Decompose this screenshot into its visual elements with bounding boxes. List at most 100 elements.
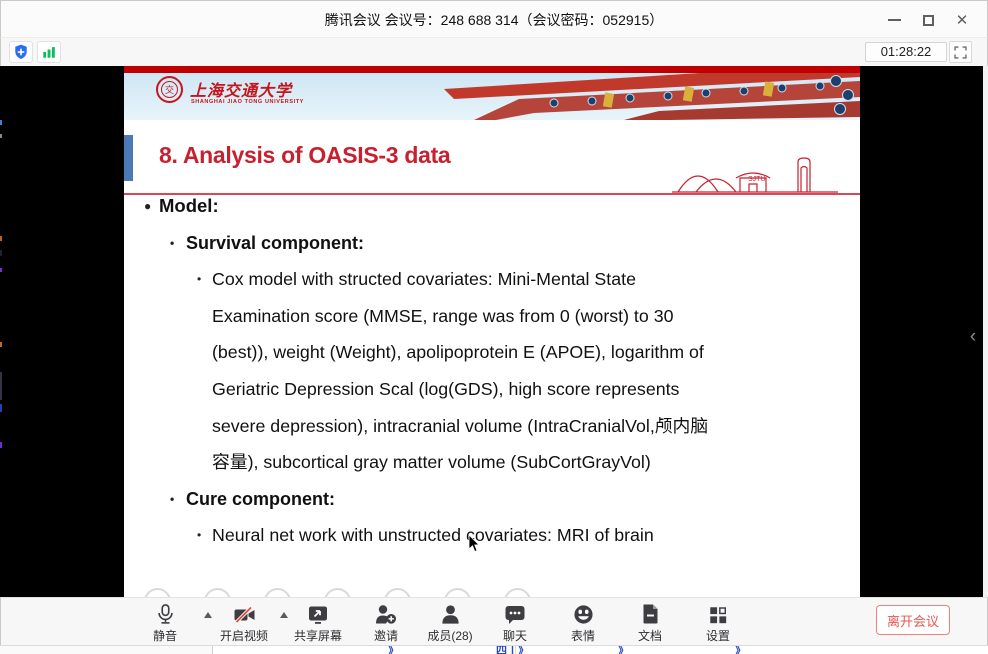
bullet-line: • Survival component: bbox=[124, 225, 860, 262]
background-window-fragment bbox=[0, 236, 2, 241]
toolbar-label: 共享屏幕 bbox=[293, 629, 342, 643]
presenter-button[interactable] bbox=[264, 588, 291, 597]
bullet-line: •Geriatric Depression Scal (log(GDS), hi… bbox=[212, 378, 680, 399]
chevron-left-icon: ‹ bbox=[969, 326, 977, 347]
bullet-line: • Cure component: bbox=[124, 481, 860, 518]
leave-meeting-button[interactable]: 离开会议 bbox=[876, 605, 950, 635]
share-screen-button[interactable]: 共享屏幕 bbox=[282, 602, 354, 644]
sjtu-sketch-label: SJTU bbox=[748, 176, 766, 183]
toolbar-label: 成员(28) bbox=[427, 629, 473, 643]
toolbar-label: 邀请 bbox=[373, 629, 398, 643]
university-name-en: SHANGHAI JIAO TONG UNIVERSITY bbox=[191, 99, 304, 105]
mute-options-arrow[interactable] bbox=[204, 612, 212, 618]
toolbar-label: 开启视频 bbox=[219, 629, 268, 643]
presentation-slide: 交 上海交通大学 SHANGHAI JIAO TONG UNIVERSITY 8… bbox=[124, 66, 860, 597]
presenter-button[interactable] bbox=[324, 588, 351, 597]
background-window-fragment bbox=[0, 342, 2, 347]
campus-sketch-icon bbox=[670, 156, 840, 199]
bullet-line: •Examination score (MMSE, range was from… bbox=[212, 305, 674, 326]
toolbar-label: 设置 bbox=[705, 629, 730, 643]
background-window-fragment bbox=[0, 120, 2, 125]
mouse-cursor-icon bbox=[468, 534, 480, 558]
bullet-line: ● Model: bbox=[124, 188, 860, 225]
title-underline bbox=[124, 193, 860, 195]
bullet-line: • Neural net work with unstructed covaria… bbox=[124, 517, 860, 554]
security-status-button[interactable] bbox=[9, 41, 33, 63]
network-status-button[interactable] bbox=[37, 41, 61, 63]
window-title: 腾讯会议 会议号：248 688 314（会议密码：052915） bbox=[324, 12, 664, 28]
slide-content: ● Model: • Survival component: • Cox model … bbox=[124, 188, 860, 554]
background-window-fragment: 》 bbox=[735, 645, 746, 654]
bullet-line: •severe depression), intracranial volume… bbox=[212, 415, 709, 436]
presenter-button[interactable] bbox=[504, 588, 531, 597]
emoji-icon bbox=[573, 605, 593, 624]
background-window-fragment bbox=[0, 134, 2, 138]
close-icon: ✕ bbox=[955, 11, 969, 29]
meeting-toolbar: 静音 开启视频 共享屏幕 邀请 bbox=[0, 597, 988, 645]
emoji-button[interactable]: 表情 bbox=[547, 602, 619, 644]
sjtu-logo-icon: 交 bbox=[156, 76, 183, 103]
maximize-icon bbox=[922, 14, 934, 26]
background-window-fragment bbox=[0, 646, 213, 654]
presenter-button[interactable] bbox=[144, 588, 171, 597]
background-window-fragment bbox=[515, 646, 516, 654]
members-button[interactable]: 成员(28) bbox=[414, 602, 486, 644]
toolbar-label: 文档 bbox=[637, 629, 662, 643]
chat-button[interactable]: 聊天 bbox=[479, 602, 551, 644]
docs-button[interactable]: 文档 bbox=[614, 602, 686, 644]
roof-photo-illustration bbox=[124, 73, 860, 120]
window-titlebar: 腾讯会议 会议号：248 688 314（会议密码：052915） ✕ bbox=[0, 0, 988, 38]
maximize-button[interactable] bbox=[911, 5, 945, 35]
presenter-toolbar-buttons bbox=[144, 588, 531, 597]
university-name-zh: 上海交通大学 bbox=[190, 83, 293, 100]
settings-icon bbox=[710, 607, 727, 624]
minimize-icon bbox=[887, 19, 901, 21]
presenter-button[interactable] bbox=[444, 588, 471, 597]
share-screen-icon bbox=[309, 606, 327, 624]
background-window-fragment bbox=[0, 404, 2, 412]
bullet-line: •(best)), weight (Weight), apolipoprotei… bbox=[212, 342, 704, 363]
presenter-button[interactable] bbox=[204, 588, 231, 597]
meeting-statusbar: 01:28:22 bbox=[0, 38, 988, 66]
bullet: • bbox=[170, 491, 175, 506]
members-icon bbox=[441, 605, 459, 624]
toolbar-label: 聊天 bbox=[502, 629, 527, 643]
slide-title: 8. Analysis of OASIS-3 data bbox=[159, 142, 451, 168]
background-window-fragment: 四丨》 bbox=[496, 645, 529, 654]
fullscreen-icon bbox=[954, 45, 967, 59]
chat-icon bbox=[505, 606, 525, 624]
bullet: • bbox=[170, 235, 175, 250]
bullet-line: •容量), subcortical gray matter volume (Su… bbox=[212, 452, 651, 473]
settings-button[interactable]: 设置 bbox=[682, 602, 754, 644]
panel-edge-strip bbox=[983, 66, 988, 597]
window-controls: ✕ bbox=[877, 1, 979, 39]
start-video-button[interactable]: 开启视频 bbox=[208, 602, 280, 644]
collapse-panel-button[interactable]: ‹ bbox=[966, 326, 980, 348]
background-window-strip: 》 四丨》 》 》 bbox=[0, 645, 988, 654]
shared-screen-stage: 交 上海交通大学 SHANGHAI JIAO TONG UNIVERSITY 8… bbox=[0, 66, 988, 597]
background-window-fragment: 》 bbox=[618, 645, 629, 654]
camera-off-icon bbox=[234, 606, 254, 624]
network-signal-icon bbox=[43, 47, 55, 58]
invite-button[interactable]: 邀请 bbox=[350, 602, 422, 644]
background-window-fragment bbox=[0, 442, 2, 448]
shield-security-icon bbox=[15, 44, 27, 60]
background-window-fragment: 》 bbox=[388, 645, 399, 654]
minimize-button[interactable] bbox=[877, 5, 911, 35]
title-accent-bar bbox=[124, 135, 133, 181]
bullet: • bbox=[197, 272, 202, 287]
background-window-fragment bbox=[0, 372, 2, 400]
presenter-button[interactable] bbox=[384, 588, 411, 597]
fullscreen-button[interactable] bbox=[949, 41, 972, 63]
bullet: ● bbox=[144, 199, 152, 213]
bullet: • bbox=[197, 528, 202, 543]
background-window-fragment bbox=[0, 250, 2, 256]
microphone-icon bbox=[157, 604, 173, 624]
toolbar-label: 表情 bbox=[570, 629, 595, 643]
invite-icon bbox=[376, 605, 396, 624]
meeting-timer: 01:28:22 bbox=[865, 42, 947, 62]
mute-button[interactable]: 静音 bbox=[129, 602, 201, 644]
video-options-arrow[interactable] bbox=[280, 612, 288, 618]
slide-header-banner: 交 上海交通大学 SHANGHAI JIAO TONG UNIVERSITY bbox=[124, 73, 860, 120]
close-button[interactable]: ✕ bbox=[945, 5, 979, 35]
